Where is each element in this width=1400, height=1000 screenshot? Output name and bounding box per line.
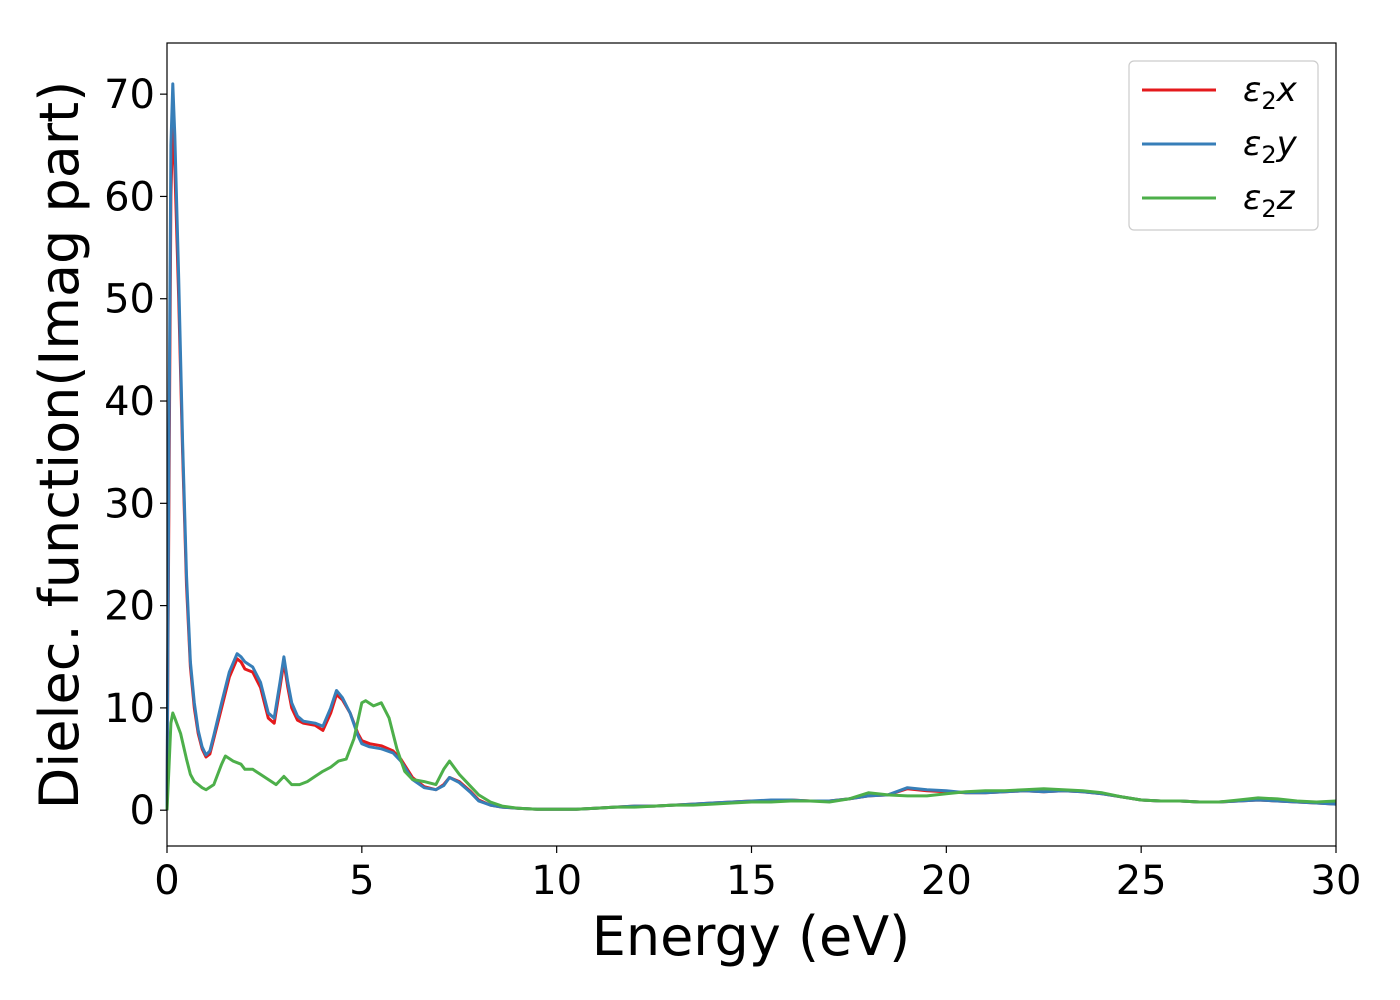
- x-tick-label: 0: [154, 858, 179, 904]
- legend-label-z: ε2z: [1243, 178, 1296, 223]
- x-tick-label: 10: [531, 858, 582, 904]
- legend-box: [1128, 60, 1319, 231]
- x-tick-label: 30: [1311, 858, 1362, 904]
- series-layer: [165, 82, 1337, 811]
- series-line-z: [165, 699, 1337, 811]
- x-axis-ticks: 0 5 10 15 20 25 30: [154, 846, 1361, 904]
- y-tick-label: 0: [130, 788, 155, 834]
- y-axis-label: Dielec. function(Imag part): [28, 81, 91, 810]
- y-tick-label: 30: [104, 481, 155, 527]
- legend-label-y: ε2y: [1243, 124, 1298, 169]
- y-tick-label: 50: [104, 277, 155, 323]
- y-tick-label: 60: [104, 174, 155, 220]
- y-tick-label: 40: [104, 379, 155, 425]
- legend: ε2x ε2y ε2z: [1128, 60, 1319, 231]
- x-tick-label: 25: [1116, 858, 1167, 904]
- x-axis-label: Energy (eV): [592, 905, 911, 968]
- y-tick-label: 70: [104, 72, 155, 118]
- y-axis-ticks: 0 10 20 30 40 50 60 70: [104, 72, 167, 834]
- y-tick-label: 10: [104, 686, 155, 732]
- legend-label-x: ε2x: [1243, 70, 1298, 115]
- y-tick-label: 20: [104, 584, 155, 630]
- x-tick-label: 5: [349, 858, 374, 904]
- series-line-y: [165, 82, 1337, 811]
- x-tick-label: 20: [921, 858, 972, 904]
- x-tick-label: 15: [726, 858, 777, 904]
